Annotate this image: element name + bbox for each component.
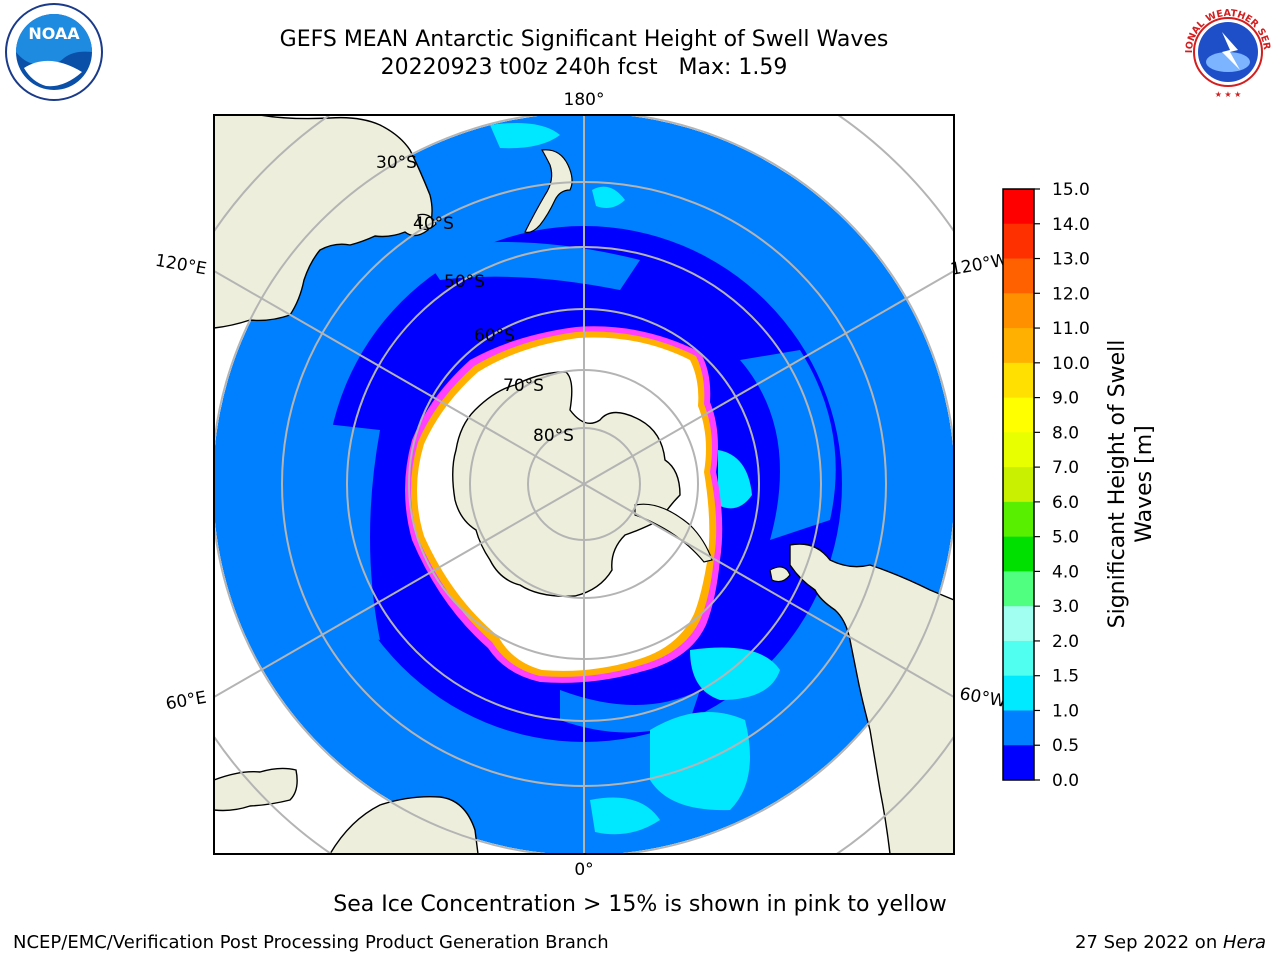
cyan-swell-patch xyxy=(650,712,750,811)
cyan-swell-patch xyxy=(590,797,660,835)
colorbar-tick-label: 12.0 xyxy=(1052,284,1090,304)
cyan-swell-patch xyxy=(718,450,752,509)
colorbar-tick-label: 10.0 xyxy=(1052,354,1090,374)
lon-label-180: 180° xyxy=(564,90,605,110)
chart-title: GEFS MEAN Antarctic Significant Height o… xyxy=(0,26,1168,82)
new-zealand-land xyxy=(524,149,573,233)
colorbar-tick-label: 8.0 xyxy=(1052,423,1079,443)
lon-label-0: 0° xyxy=(574,860,593,880)
colorbar-swatch xyxy=(1003,223,1034,260)
lat-label-40s: 40°S xyxy=(413,214,454,234)
svg-text:NOAA: NOAA xyxy=(28,24,80,43)
lon-label-120w: 120°W xyxy=(949,250,1010,280)
colorbar-swatch xyxy=(1003,467,1034,503)
colorbar-tick-label: 1.5 xyxy=(1052,667,1079,687)
colorbar-swatch xyxy=(1003,258,1034,294)
swell-patch xyxy=(290,420,380,640)
colorbar-tick-label: 0.0 xyxy=(1052,771,1079,791)
title-line-2: 20220923 t00z 240h fcst Max: 1.59 xyxy=(380,55,788,80)
colorbar-label-line-1: Significant Height of Swell xyxy=(1105,340,1130,629)
colorbar-tick-label: 14.0 xyxy=(1052,215,1090,235)
colorbar-swatch xyxy=(1003,640,1034,677)
colorbar-swatch xyxy=(1003,362,1034,399)
graticule xyxy=(214,115,954,854)
footer-date: 27 Sep 2022 on Hera xyxy=(1075,932,1266,953)
noaa-logo-icon: NOAA xyxy=(5,3,103,101)
footer-host: Hera xyxy=(1222,932,1266,953)
colorbar-tick-label: 4.0 xyxy=(1052,562,1079,582)
swell-patch xyxy=(560,690,700,733)
lat-label-60s: 60°S xyxy=(474,326,515,346)
colorbar-tick-label: 1.0 xyxy=(1052,701,1079,721)
lat-label-70s: 70°S xyxy=(503,376,544,396)
colorbar-swatch xyxy=(1003,710,1034,746)
lat-label-30s: 30°S xyxy=(376,153,417,173)
colorbar-tick-label: 5.0 xyxy=(1052,528,1079,548)
africa-land xyxy=(329,795,479,854)
cyan-swell-patch xyxy=(592,186,625,208)
colorbar-frame xyxy=(1002,188,1035,781)
colorbar-swatch xyxy=(1003,536,1034,572)
colorbar-swatch xyxy=(1003,293,1034,329)
colorbar-tick-label: 11.0 xyxy=(1052,319,1090,339)
colorbar-swatch xyxy=(1003,397,1034,433)
map-frame xyxy=(213,114,955,855)
colorbar-tick-label: 6.0 xyxy=(1052,493,1079,513)
colorbar-swatch xyxy=(1003,328,1034,364)
colorbar-tick-label: 13.0 xyxy=(1052,250,1090,270)
footer-producer: NCEP/EMC/Verification Post Processing Pr… xyxy=(13,932,609,953)
footer-date-text: 27 Sep 2022 on xyxy=(1075,932,1223,953)
colorbar-tick-label: 3.0 xyxy=(1052,597,1079,617)
falkland-land xyxy=(769,566,791,583)
colorbar-tick-label: 9.0 xyxy=(1052,389,1079,409)
colorbar-label-line-2: Waves [m] xyxy=(1132,425,1157,542)
lat-label-50s: 50°S xyxy=(444,272,485,292)
colorbar-swatch xyxy=(1003,675,1034,711)
cyan-swell-patch xyxy=(690,647,780,700)
antarctica-land xyxy=(452,371,681,597)
south-america-land xyxy=(789,543,954,854)
colorbar-tick-label: 15.0 xyxy=(1052,180,1090,200)
title-line-1: GEFS MEAN Antarctic Significant Height o… xyxy=(279,27,889,52)
lat-label-80s: 80°S xyxy=(533,426,574,446)
lon-label-60w: 60°W xyxy=(958,684,1008,712)
colorbar-tick-label: 7.0 xyxy=(1052,458,1079,478)
colorbar-swatch xyxy=(1003,432,1034,468)
colorbar-tick-label: 2.0 xyxy=(1052,632,1079,652)
cyan-swell-patch xyxy=(490,122,560,149)
colorbar-swatch xyxy=(1003,571,1034,607)
swell-patch xyxy=(740,350,836,540)
polar-map: 30°S 40°S 50°S 60°S 70°S 80°S xyxy=(214,115,954,854)
lon-label-60e: 60°E xyxy=(164,688,208,715)
colorbar-tick-label: 0.5 xyxy=(1052,736,1079,756)
colorbar-swatch xyxy=(1003,189,1034,225)
colorbar-swatch xyxy=(1003,501,1034,538)
colorbar: 15.0 14.0 13.0 12.0 11.0 10.0 9.0 8.0 7.0 6.0 5.0 4… xyxy=(1003,180,1090,791)
sea-ice-footnote: Sea Ice Concentration > 15% is shown in … xyxy=(333,892,947,917)
svg-text:★ ★ ★: ★ ★ ★ xyxy=(1215,90,1242,99)
nws-logo-icon: NATIONAL WEATHER SERVICE ★ ★ ★ xyxy=(1178,2,1276,100)
lon-label-120e: 120°E xyxy=(154,251,208,280)
colorbar-swatch xyxy=(1003,606,1034,642)
colorbar-swatch xyxy=(1003,745,1034,781)
